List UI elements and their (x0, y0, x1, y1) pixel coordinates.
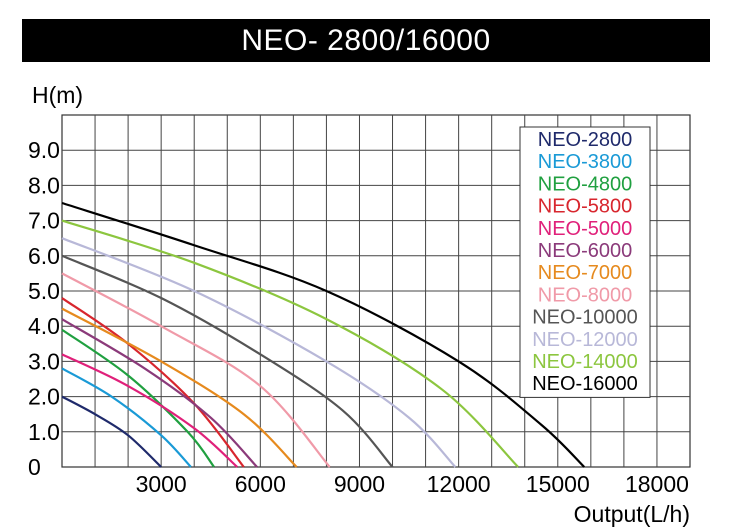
y-tick-label: 6.0 (28, 243, 60, 269)
series-line-neo-16000 (61, 201, 586, 468)
curves (61, 201, 586, 468)
y-tick-label: 3.0 (28, 348, 60, 374)
series-line-neo-12000 (61, 237, 457, 468)
y-tick-label: 7.0 (28, 208, 60, 234)
tick-labels: 3000 6000 9000 12000 15000 18000 0 1.0 2.0 3.0 4.0… (28, 137, 689, 497)
x-tick-label: 15000 (526, 471, 590, 497)
series-line-neo-3800 (61, 367, 192, 468)
legend-entry: NEO-2800 (538, 129, 633, 151)
series-line-neo-8000 (61, 272, 331, 468)
x-tick-label: 6000 (235, 471, 286, 497)
legend: NEO-2800NEO-3800NEO-4800NEO-5800NEO-5000… (519, 126, 651, 398)
legend-entry: NEO-14000 (532, 351, 638, 373)
chart-title: NEO- 2800/16000 (22, 19, 710, 62)
x-tick-label: 3000 (136, 471, 187, 497)
legend-entry: NEO-7000 (538, 262, 633, 284)
legend-entry: NEO-16000 (532, 373, 638, 395)
legend-entry: NEO-12000 (532, 329, 638, 351)
legend-entry: NEO-5000 (538, 218, 633, 240)
legend-entry: NEO-10000 (532, 307, 638, 329)
y-tick-label: 9.0 (28, 137, 60, 163)
y-axis-label: H(m) (32, 82, 83, 108)
legend-entry: NEO-3800 (538, 151, 633, 173)
y-tick-label: 0 (28, 454, 41, 480)
legend-box (519, 126, 651, 398)
y-tick-label: 5.0 (28, 278, 60, 304)
series-line-neo-6000 (61, 318, 258, 468)
series-line-neo-4800 (61, 328, 215, 468)
legend-entry: NEO-6000 (538, 240, 633, 262)
series-line-neo-10000 (61, 254, 394, 468)
legend-entry: NEO-4800 (538, 173, 633, 195)
x-tick-label: 18000 (625, 471, 689, 497)
y-tick-label: 8.0 (28, 172, 60, 198)
series-line-neo-5000 (61, 353, 238, 468)
y-tick-label: 1.0 (28, 419, 60, 445)
x-axis-label: Output(L/h) (574, 501, 690, 527)
x-tick-label: 12000 (427, 471, 491, 497)
series-line-neo-7000 (61, 307, 298, 468)
series-line-neo-2800 (61, 395, 162, 468)
y-tick-label: 2.0 (28, 384, 60, 410)
legend-entry: NEO-8000 (538, 284, 633, 306)
series-line-neo-5800 (61, 297, 245, 468)
legend-entry: NEO-5800 (538, 196, 633, 218)
y-tick-label: 4.0 (28, 313, 60, 339)
series-line-neo-14000 (61, 219, 519, 468)
x-tick-label: 9000 (334, 471, 385, 497)
